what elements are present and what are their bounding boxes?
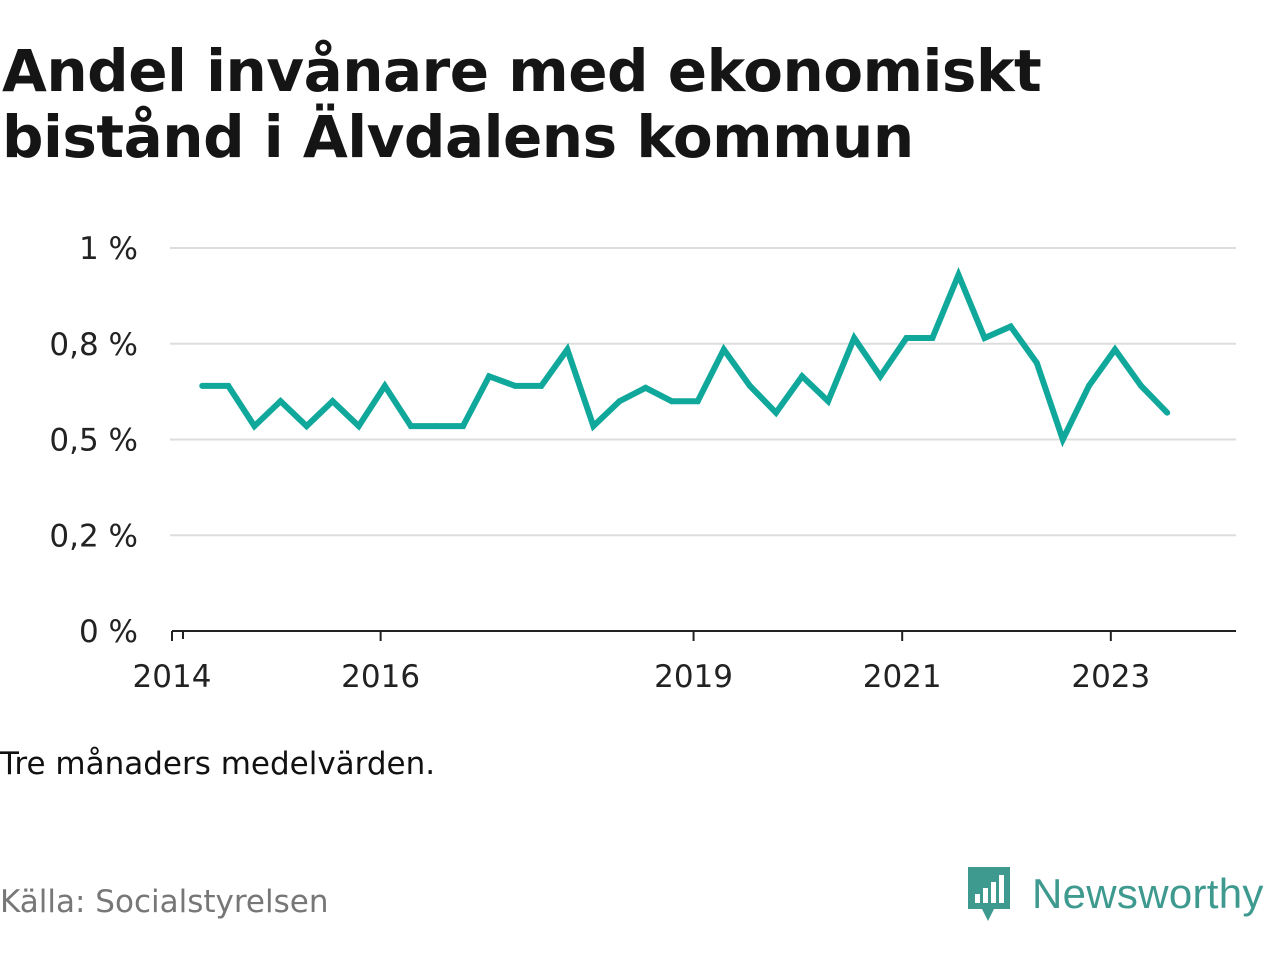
data-point [512,382,519,389]
data-point [433,423,440,430]
data-point [407,423,414,430]
data-point [1033,359,1040,366]
data-point [251,423,258,430]
y-tick-label: 0,8 % [49,327,138,363]
data-point [616,398,623,405]
data-point [772,409,779,416]
x-tick-label: 2023 [1071,659,1150,695]
data-point [1111,346,1118,353]
x-tick-label: 2016 [341,659,420,695]
data-point [720,346,727,353]
data-point [981,335,988,342]
data-point [329,398,336,405]
grid-lines [170,247,1236,537]
line-chart: 0 %0,2 %0,5 %0,8 %1 % 2014 2016 2019 2021 20… [49,231,1236,695]
x-axis: 2014 2016 2019 2021 2023 [133,630,1236,695]
data-point [668,398,675,405]
data-point [903,335,910,342]
data-point [1085,382,1092,389]
x-tick-label: 2021 [863,659,942,695]
data-point [877,373,884,380]
y-tick-label: 1 % [79,231,138,267]
data-point [355,423,362,430]
newsworthy-logo-icon [968,867,1010,921]
chart-note: Tre månaders medelvärden. [0,746,436,782]
series-line [202,266,1170,448]
brand-name: Newsworthy [1032,870,1264,917]
data-point [1164,409,1171,416]
x-tick-label: 2014 [133,659,212,695]
source-label: Källa: Socialstyrelsen [0,884,329,920]
data-point [929,335,936,342]
data-point [1059,436,1066,443]
data-point [460,423,467,430]
data-point [955,271,962,278]
y-axis-ticks: 0 % 0,2 % 0,5 % 0,8 % 1 % [49,231,138,650]
data-point [486,373,493,380]
data-point [642,384,649,391]
data-point [851,335,858,342]
brand-logo: Newsworthy [964,862,1264,926]
data-point [564,346,571,353]
data-point [303,423,310,430]
y-tick-label: 0,2 % [49,518,138,554]
series-layer [199,266,1171,448]
data-point [225,382,232,389]
data-point [799,373,806,380]
data-point [381,382,388,389]
data-point [199,382,206,389]
y-tick-label: 0,5 % [49,423,138,459]
data-point [590,423,597,430]
data-point [694,398,701,405]
data-point [1007,323,1014,330]
data-point [1138,382,1145,389]
x-tick-label: 2019 [654,659,733,695]
data-point [746,382,753,389]
y-tick-label: 0 % [79,614,138,650]
data-point [538,382,545,389]
chart-title: Andel invånare med ekonomiskt bistånd i … [2,37,1042,171]
data-point [277,398,284,405]
data-point [825,398,832,405]
